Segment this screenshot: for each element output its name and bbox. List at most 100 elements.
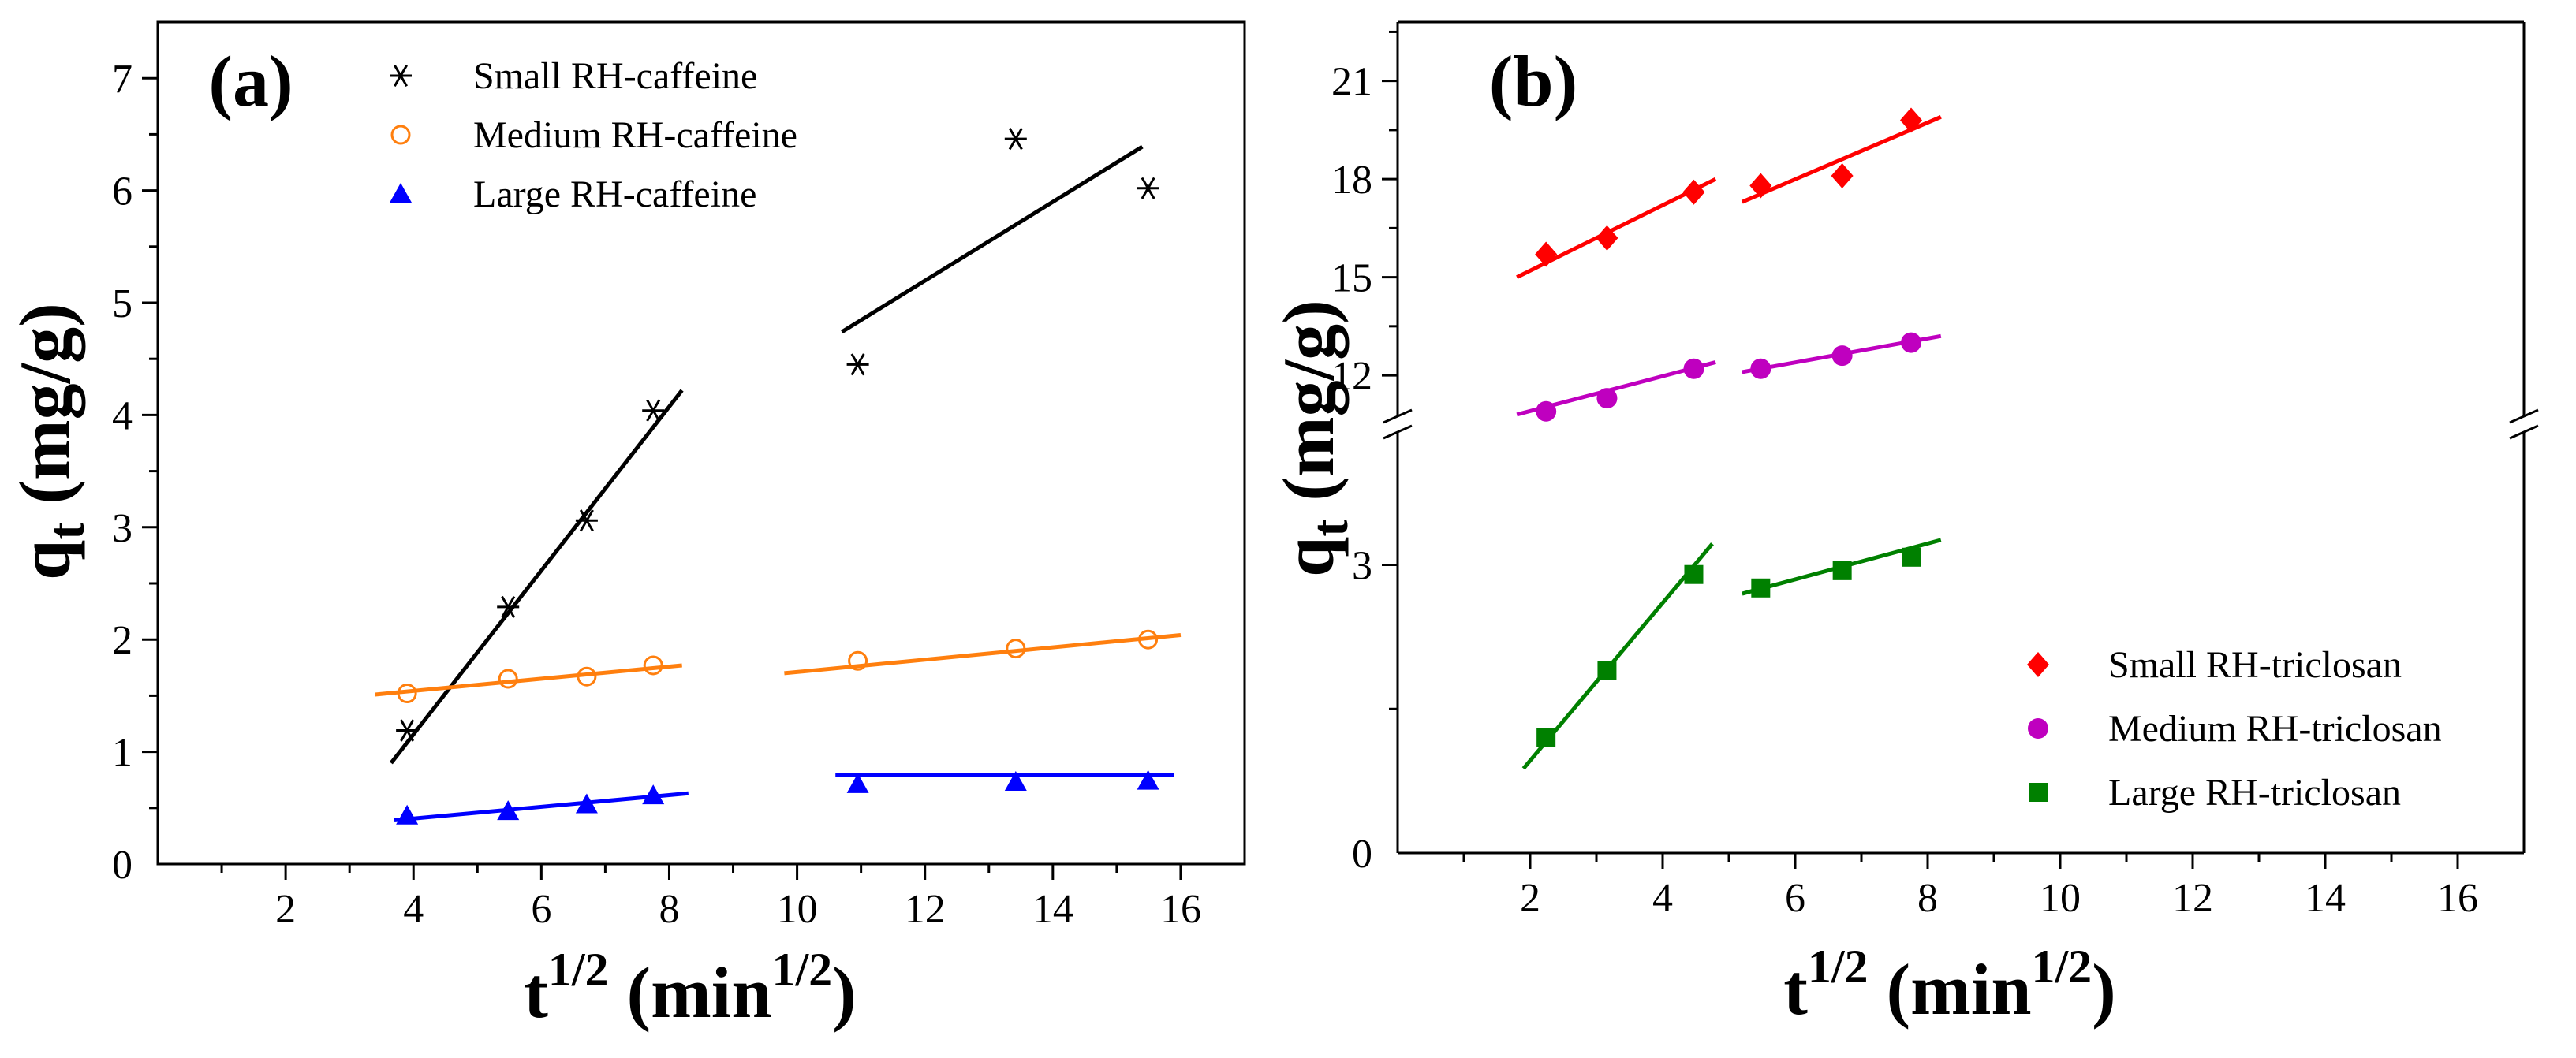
data-point bbox=[1137, 769, 1159, 790]
asterisk-stroke bbox=[850, 353, 865, 376]
data-point bbox=[497, 595, 520, 618]
fit-line bbox=[394, 791, 689, 822]
data-point bbox=[1684, 564, 1704, 584]
fit-line bbox=[1741, 115, 1942, 204]
legend-marker bbox=[390, 64, 412, 88]
asterisk-stroke bbox=[394, 64, 408, 88]
asterisk-stroke bbox=[579, 509, 594, 532]
data-point bbox=[1831, 345, 1853, 367]
axis-break-mark bbox=[1383, 424, 1413, 440]
legend: Small RH-caffeine Medium RH-caffeine Large… bbox=[390, 55, 797, 215]
asterisk-stroke bbox=[1141, 177, 1155, 199]
data-point bbox=[1004, 771, 1027, 792]
legend-marker bbox=[390, 125, 411, 145]
y-tick-label: 18 bbox=[1331, 158, 1372, 203]
data-point bbox=[1832, 561, 1852, 580]
data-point bbox=[1902, 547, 1921, 567]
series-large-rh-caffeine bbox=[394, 769, 1174, 825]
x-tick-label: 14 bbox=[2305, 876, 2346, 921]
fit-line bbox=[375, 663, 682, 697]
fit-line bbox=[389, 389, 684, 765]
data-point bbox=[1682, 179, 1705, 205]
y-tick-label: 15 bbox=[1331, 256, 1372, 301]
data-point bbox=[1831, 162, 1854, 188]
legend-label: Large RH-caffeine bbox=[473, 173, 756, 215]
asterisk-stroke bbox=[1008, 128, 1023, 151]
x-tick-label: 4 bbox=[403, 887, 424, 932]
data-point bbox=[1536, 728, 1556, 747]
data-point bbox=[1004, 128, 1027, 151]
data-point bbox=[575, 509, 598, 532]
data-point bbox=[1137, 177, 1159, 199]
y-tick-label: 12 bbox=[1331, 354, 1372, 399]
y-tick-label: 2 bbox=[112, 618, 133, 663]
panel-label: (a) bbox=[208, 41, 293, 121]
series-small-rh-triclosan bbox=[1516, 107, 1942, 279]
data-point bbox=[498, 669, 518, 689]
asterisk-stroke bbox=[646, 399, 661, 422]
data-point bbox=[397, 684, 417, 704]
data-point bbox=[1751, 578, 1771, 598]
legend-marker bbox=[390, 183, 412, 203]
data-point bbox=[1683, 358, 1704, 379]
legend-marker bbox=[2029, 783, 2048, 802]
series-small-rh-caffeine bbox=[389, 128, 1159, 765]
x-tick-label: 6 bbox=[531, 887, 551, 932]
y-axis-title: qt (mg/g) bbox=[1268, 300, 1359, 577]
legend-label: Small RH-caffeine bbox=[473, 55, 757, 97]
legend: Small RH-triclosan Medium RH-triclosan Lar… bbox=[2027, 644, 2442, 814]
legend-label: Medium RH-triclosan bbox=[2108, 708, 2442, 750]
x-tick-label: 4 bbox=[1652, 876, 1673, 921]
x-tick-label: 8 bbox=[1917, 876, 1938, 921]
asterisk-stroke bbox=[501, 595, 516, 618]
data-point bbox=[1596, 388, 1618, 409]
data-point bbox=[1901, 332, 1921, 353]
data-point bbox=[396, 719, 419, 742]
data-point bbox=[846, 773, 869, 793]
data-point bbox=[497, 800, 520, 821]
panel-label: (b) bbox=[1489, 41, 1577, 121]
panel-b: 12 15 18 21 0 3 2 4 6 8 10 12 14 16 (b) Small RH-triclo… bbox=[1268, 20, 2539, 1030]
x-tick-label: 12 bbox=[905, 887, 946, 932]
series-medium-rh-triclosan bbox=[1516, 332, 1942, 422]
data-point bbox=[1749, 173, 1772, 199]
fit-line bbox=[784, 633, 1182, 676]
data-point bbox=[1535, 241, 1558, 267]
x-tick-label: 16 bbox=[2437, 876, 2478, 921]
x-tick-label: 2 bbox=[1520, 876, 1540, 921]
axis-break-mark bbox=[2509, 424, 2539, 440]
axis-break-mark bbox=[2509, 408, 2539, 424]
y-tick-label: 0 bbox=[112, 843, 133, 888]
data-point bbox=[1006, 639, 1026, 659]
data-point bbox=[846, 353, 869, 376]
series-large-rh-triclosan bbox=[1521, 538, 1942, 770]
x-tick-label: 16 bbox=[1160, 887, 1201, 932]
legend-label: Large RH-triclosan bbox=[2108, 772, 2401, 814]
data-point bbox=[1750, 358, 1771, 379]
axis-break-mark bbox=[1383, 408, 1413, 424]
y-axis-title: qt (mg/g) bbox=[5, 303, 95, 580]
x-tick-label: 2 bbox=[275, 887, 296, 932]
y-tick-label: 5 bbox=[112, 281, 133, 326]
x-tick-label: 14 bbox=[1032, 887, 1073, 932]
data-point bbox=[396, 804, 419, 825]
y-tick-label: 1 bbox=[112, 731, 133, 776]
asterisk-stroke bbox=[400, 719, 415, 742]
plot-frame bbox=[156, 20, 1246, 866]
data-point bbox=[1900, 107, 1922, 133]
series-medium-rh-caffeine bbox=[375, 629, 1182, 704]
data-point bbox=[1596, 225, 1618, 251]
x-tick-label: 8 bbox=[659, 887, 679, 932]
y-tick-label: 0 bbox=[1352, 832, 1372, 877]
y-tick-label: 4 bbox=[112, 393, 133, 438]
data-point bbox=[577, 666, 597, 687]
x-tick-label: 12 bbox=[2172, 876, 2213, 921]
legend-label: Small RH-triclosan bbox=[2108, 644, 2402, 686]
data-point bbox=[1138, 629, 1159, 650]
y-tick-label: 7 bbox=[112, 57, 133, 102]
fit-line bbox=[841, 144, 1144, 334]
x-tick-label: 6 bbox=[1785, 876, 1805, 921]
legend-label: Medium RH-caffeine bbox=[473, 114, 797, 156]
